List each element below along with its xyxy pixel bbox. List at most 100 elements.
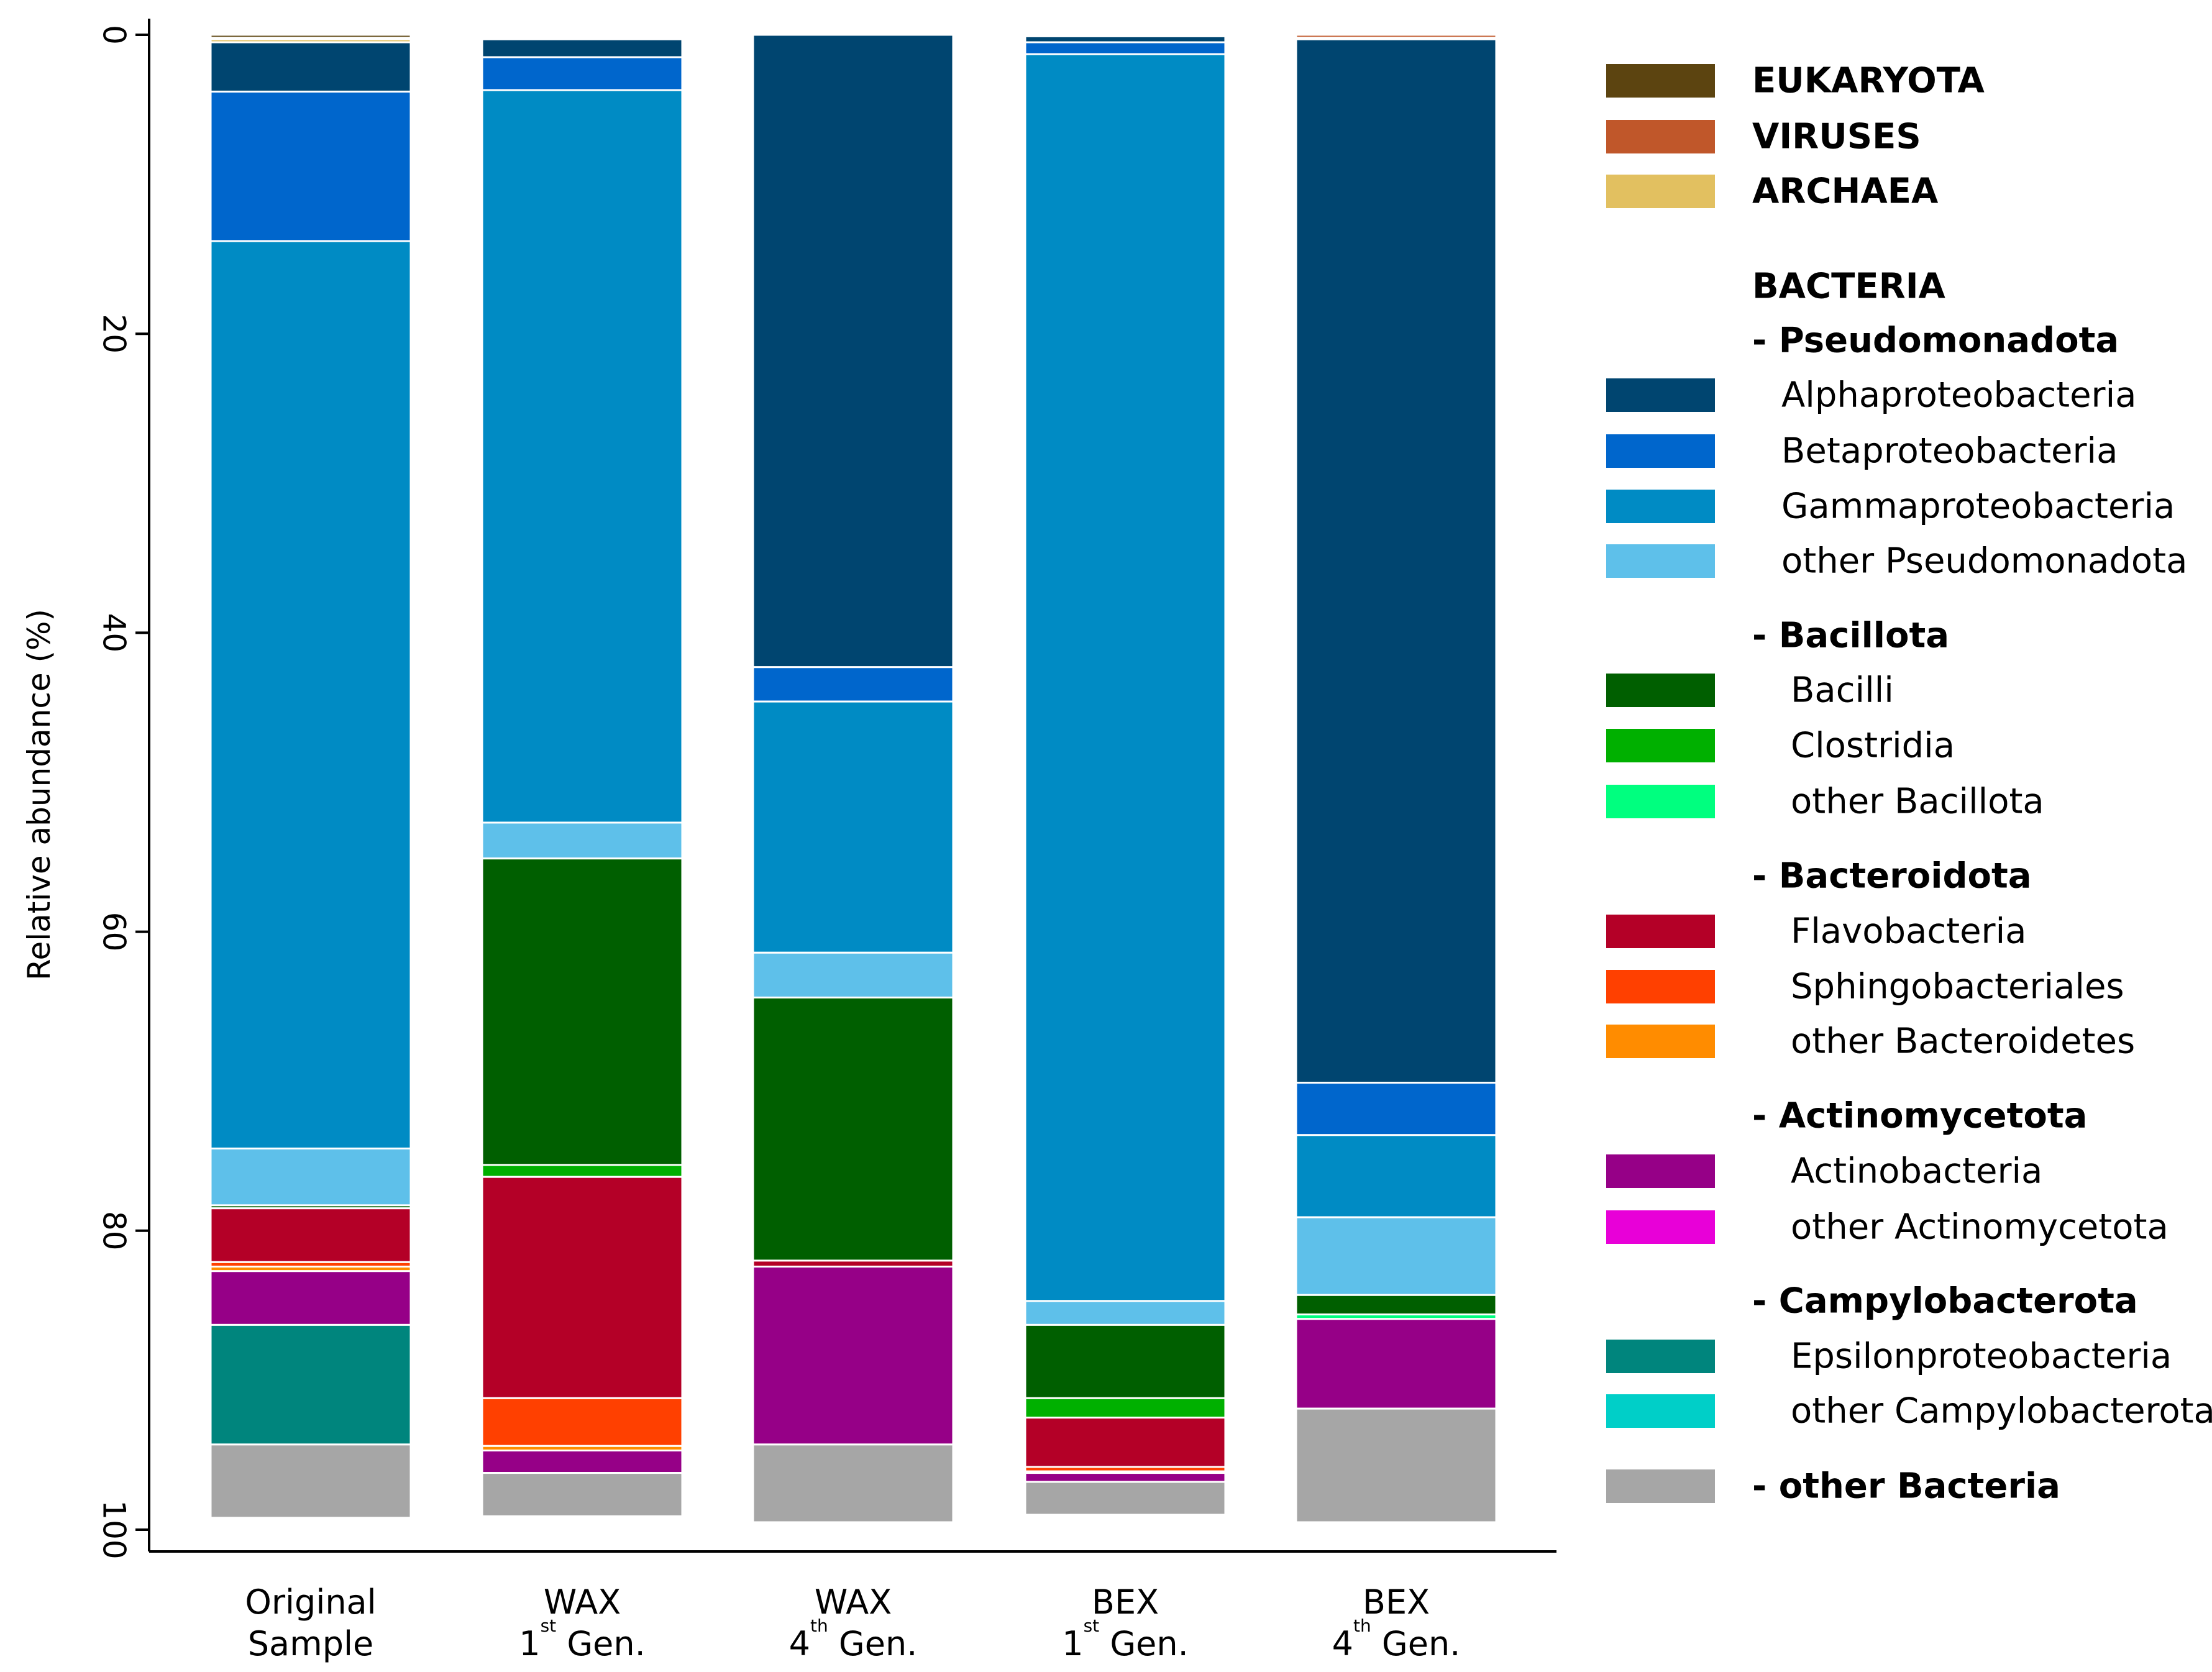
legend-item: - Pseudomonadota [1752,321,2119,361]
legend-label: Alphaproteobacteria [1781,375,2136,416]
bar-stack-3 [752,34,954,1524]
legend-swatch [1606,915,1715,948]
bar-segment [1024,1323,1227,1399]
legend-swatch [1606,490,1715,523]
bar-segment [209,240,412,1149]
y-tick-label: 80 [96,1211,132,1251]
legend-item: other Campylobacterota [1606,1391,2212,1432]
bar-segment [1024,1472,1227,1483]
legend-item: Clostridia [1606,726,1955,766]
bar-segment [1024,53,1227,1302]
legend-item: other Actinomycetota [1606,1207,2169,1248]
legend-label: Clostridia [1791,726,1955,766]
legend-item: other Bacteroidetes [1606,1021,2135,1062]
bar-segment [481,38,683,58]
bar-segment [1024,1481,1227,1516]
legend-label: VIRUSES [1752,117,1921,157]
bar-segment [481,1449,683,1474]
bar-segment [1295,1294,1497,1316]
bar-segment [209,1270,412,1326]
legend-item: - Actinomycetota [1752,1096,2087,1136]
bar-segment [1024,1300,1227,1326]
legend-label: Sphingobacteriales [1791,967,2124,1007]
bar-stack-1 [209,34,412,1519]
legend-label: - Campylobacterota [1752,1281,2138,1322]
legend-swatch [1606,120,1715,153]
y-axis: 0 20 40 60 80 100 Relative abundance (%) [21,19,150,1560]
legend: EUKARYOTA VIRUSES ARCHAEA BACTERIA - Pseudom… [1606,61,2212,1507]
legend-item: - Bacteroidota [1752,856,2032,897]
legend-label: other Campylobacterota [1791,1391,2212,1432]
x-tick-label-line1: BEX [1092,1583,1159,1622]
bar-segment [1024,41,1227,55]
legend-label: BACTERIA [1752,267,1946,307]
bar-segment [752,951,954,998]
y-tick-label: 40 [96,613,132,653]
bar-segment [481,1472,683,1517]
legend-item: BACTERIA [1752,267,1946,307]
legend-swatch [1606,378,1715,412]
legend-swatch [1606,434,1715,468]
bar-segment [209,41,412,93]
bar-segment [481,1176,683,1399]
y-tick-label: 0 [96,25,132,45]
legend-swatch [1606,1469,1715,1503]
bar-segment [1295,38,1497,1084]
legend-item: other Bacillota [1606,782,2044,822]
y-tick-label: 60 [96,912,132,952]
legend-swatch [1606,674,1715,707]
legend-item: - Campylobacterota [1752,1281,2138,1322]
x-tick-label-line1: Original [245,1583,376,1622]
legend-item: Betaproteobacteria [1606,431,2118,472]
legend-item: ARCHAEA [1606,171,1939,212]
legend-item: Bacilli [1606,670,1894,711]
legend-swatch [1606,1340,1715,1373]
bar-segment [209,1207,412,1263]
x-tick-label-line1: WAX [815,1583,892,1622]
bar-segment [752,1266,954,1446]
bar-segment [1295,1318,1497,1410]
bar-segment [1295,1407,1497,1524]
legend-swatch [1606,544,1715,578]
bar-segment [752,34,954,669]
legend-item: Sphingobacteriales [1606,967,2124,1007]
legend-label: Gammaproteobacteria [1781,487,2175,527]
legend-swatch [1606,970,1715,1003]
legend-label: - other Bacteria [1752,1466,2060,1507]
bar-segment [481,821,683,860]
bar-segment [481,89,683,824]
legend-item: - other Bacteria [1606,1466,2060,1507]
y-tick-label: 20 [96,314,132,354]
bar-segment [481,1164,683,1178]
bar-segment [481,1397,683,1447]
legend-label: - Bacillota [1752,616,1949,656]
bar-segment [209,1147,412,1207]
bar-segment [209,90,412,242]
bar-segment [1295,1082,1497,1136]
bar-segment [481,857,683,1166]
legend-label: Epsilonproteobacteria [1791,1336,2172,1377]
bar-segment [1024,1397,1227,1419]
plot-area [209,34,1497,1524]
bar-segment [1295,1216,1497,1296]
legend-label: Flavobacteria [1791,911,2026,952]
legend-label: Actinobacteria [1791,1151,2042,1192]
legend-swatch [1606,729,1715,762]
bar-segment [481,56,683,91]
x-tick-label-line2: Sample [248,1624,373,1663]
legend-swatch [1606,1394,1715,1428]
legend-swatch [1606,1154,1715,1188]
legend-label: other Bacteroidetes [1791,1021,2135,1062]
legend-item: Alphaproteobacteria [1606,375,2136,416]
legend-label: ARCHAEA [1752,171,1939,212]
legend-item: - Bacillota [1752,616,1949,656]
y-tick-label: 100 [96,1500,132,1559]
legend-swatch [1606,1025,1715,1058]
legend-swatch [1606,175,1715,208]
